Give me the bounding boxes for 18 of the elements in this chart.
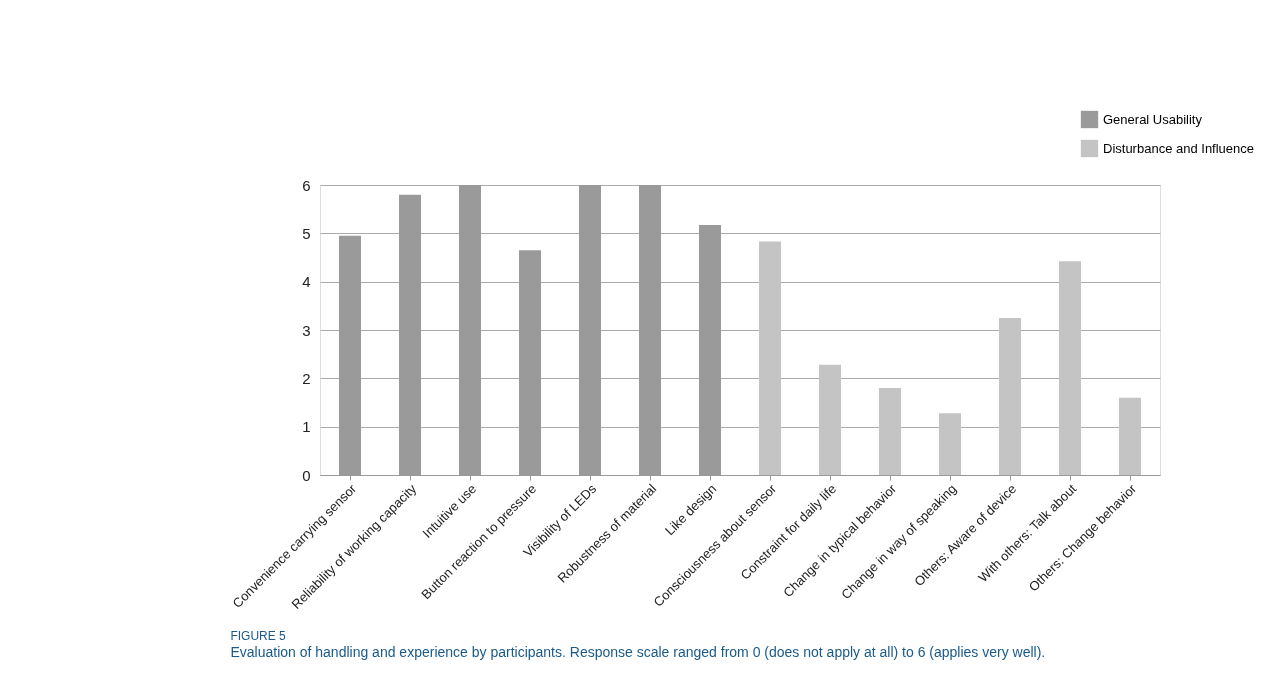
text: FIGURE 5: [230, 629, 287, 644]
y-tick-label: 2: [302, 369, 311, 387]
bar: [939, 413, 961, 475]
bar: [999, 317, 1021, 475]
legend-label: Disturbance and Influence: [1103, 140, 1255, 156]
bar: [759, 241, 781, 475]
y-tick-label: 1: [302, 418, 311, 436]
text: Evaluation of handling and experience by participants. Response scale ranged from 0 (does not apply at all) to 6 (applies very well).: [230, 644, 1046, 661]
y-tick-label: 6: [302, 176, 311, 194]
bar: [1059, 261, 1081, 475]
legend-label: General Usability: [1103, 111, 1203, 127]
bar: [879, 388, 901, 475]
y-tick-label: 3: [302, 321, 311, 339]
bar: [819, 364, 841, 475]
bar: [1119, 397, 1141, 475]
y-tick-label: 5: [302, 224, 311, 242]
y-tick-label: 4: [302, 273, 311, 291]
y-tick-label: 0: [302, 466, 311, 484]
